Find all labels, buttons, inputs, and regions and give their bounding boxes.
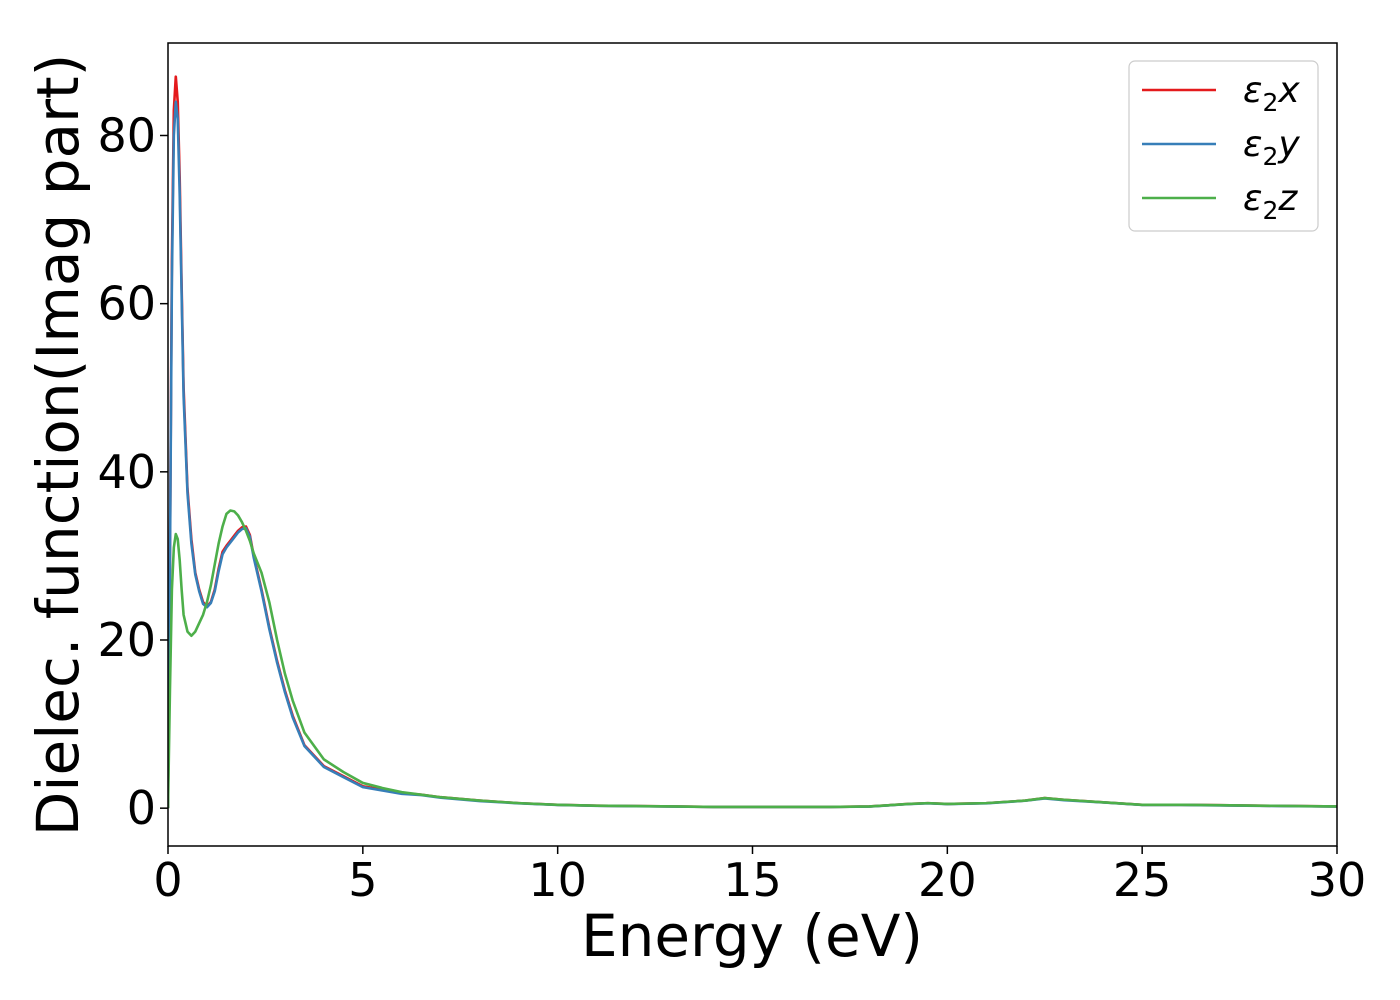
y-tick-label: 80	[97, 108, 156, 162]
series-line-z	[168, 509, 1337, 809]
x-axis-label: Energy (eV)	[581, 902, 923, 970]
plot-layer	[168, 75, 1337, 809]
x-tick-label: 15	[723, 853, 782, 907]
x-tick-label: 5	[348, 853, 377, 907]
y-axis-label: Dielec. function(Imag part)	[24, 54, 92, 837]
x-tick-label: 30	[1308, 853, 1367, 907]
y-tick-label: 20	[97, 613, 156, 667]
legend-label-y: ε2y	[1243, 124, 1300, 171]
x-tick-label: 10	[528, 853, 587, 907]
y-tick-label: 40	[97, 445, 156, 499]
x-tick-label: 25	[1113, 853, 1172, 907]
legend-box	[1128, 60, 1319, 232]
x-tick-label: 20	[918, 853, 977, 907]
x-axis-ticks: 0 5 10 15 20 25 30	[153, 846, 1366, 907]
y-tick-label: 60	[97, 277, 156, 331]
y-axis-ticks: 0 20 40 60 80	[97, 108, 168, 835]
x-tick-label: 0	[153, 853, 182, 907]
y-tick-label: 0	[127, 781, 156, 835]
legend-label-z: ε2z	[1243, 178, 1298, 225]
legend-label-x: ε2x	[1243, 70, 1300, 117]
legend: ε2x ε2y ε2z	[1128, 60, 1319, 232]
